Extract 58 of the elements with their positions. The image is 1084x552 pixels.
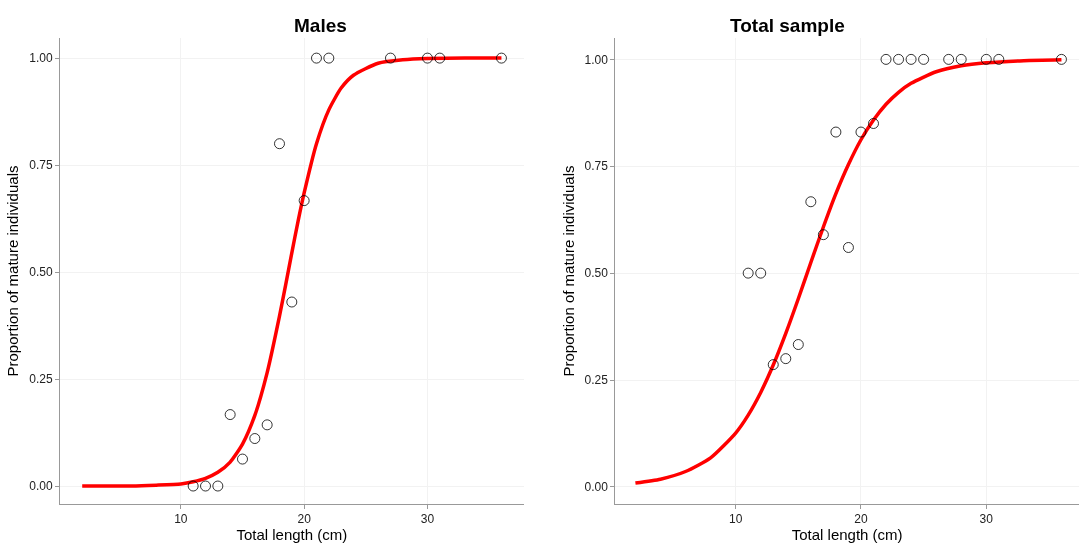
y-tick-label: 0.50: [29, 265, 53, 280]
point: [496, 52, 507, 64]
y-axis-title: Proportion of mature individuals: [559, 165, 577, 377]
y-tick-label: 0.50: [584, 266, 609, 281]
y-tick-label: 0.00: [29, 479, 53, 494]
point: [817, 229, 829, 241]
point: [980, 53, 992, 65]
point: [755, 267, 767, 279]
x-axis-title: Total length (cm): [236, 526, 348, 544]
x-tick-label: 30: [979, 512, 994, 527]
point: [422, 52, 433, 64]
x-axis-title: Total length (cm): [791, 526, 903, 544]
chart-title: Total sample: [730, 15, 845, 36]
y-tick-label: 0.25: [29, 372, 53, 387]
point: [286, 296, 298, 308]
x-tick-label: 30: [420, 512, 435, 527]
point: [905, 53, 917, 65]
x-tick-label: 10: [174, 512, 188, 527]
point: [943, 53, 955, 65]
point: [224, 409, 236, 420]
y-tick-label: 0.75: [29, 158, 53, 173]
point: [261, 419, 273, 431]
y-axis-title: Proportion of mature individuals: [4, 165, 22, 377]
x-tick-label: 20: [854, 512, 868, 527]
point: [830, 126, 842, 138]
point: [1056, 53, 1067, 65]
point: [323, 52, 335, 64]
point: [918, 53, 930, 65]
point: [212, 480, 224, 492]
point: [955, 53, 967, 65]
point: [880, 53, 892, 65]
x-tick-label: 20: [297, 512, 312, 527]
point: [274, 138, 285, 150]
y-tick-label: 1.00: [584, 52, 609, 67]
y-tick-label: 0.25: [584, 373, 609, 388]
point: [200, 480, 211, 492]
chart-title: Males: [294, 15, 347, 36]
y-tick-label: 1.00: [29, 51, 53, 66]
point: [187, 480, 199, 492]
x-tick-label: 10: [728, 512, 743, 527]
point: [298, 195, 310, 207]
point: [780, 353, 792, 365]
point: [993, 53, 1005, 65]
y-tick-label: 0.75: [584, 159, 609, 174]
y-tick-label: 0.00: [584, 480, 609, 495]
point: [385, 52, 396, 64]
point: [311, 52, 322, 64]
point: [792, 339, 804, 350]
point: [855, 126, 867, 138]
point: [843, 242, 854, 253]
point: [767, 359, 779, 371]
point: [237, 453, 248, 465]
point: [742, 267, 754, 279]
point: [249, 433, 261, 444]
point: [805, 196, 817, 208]
point: [434, 52, 446, 64]
point: [868, 118, 879, 129]
point: [893, 53, 904, 65]
